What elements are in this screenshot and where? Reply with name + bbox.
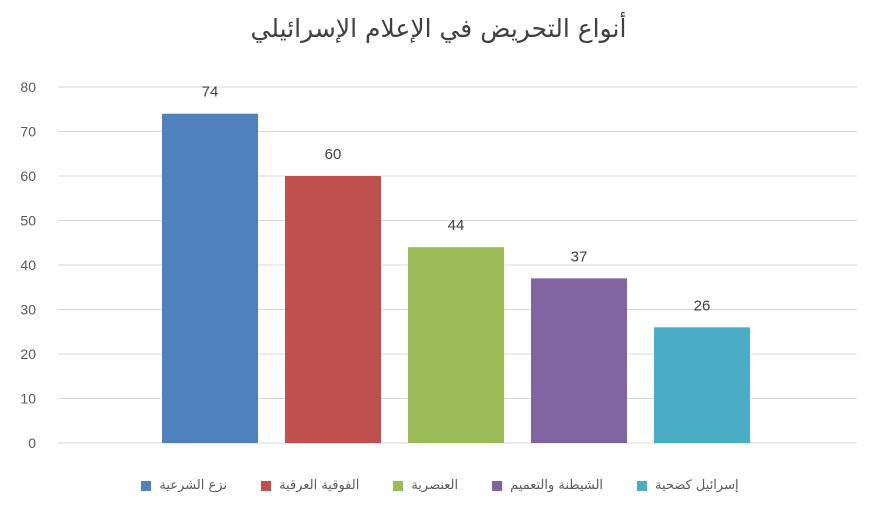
legend-label: الشيطنة والتعميم [510,478,604,493]
legend-swatch [492,480,503,491]
bar [408,247,504,443]
bar [162,113,258,443]
y-tick-label: 70 [20,124,36,140]
y-tick-label: 80 [20,79,36,95]
data-labels: 74 60 44 37 26 [202,84,711,315]
y-tick-label: 60 [20,168,36,184]
legend-label: إسرائيل كضحية [655,478,739,493]
legend: نزع الشرعية الفوقية العرقية العنصرية الشيطن… [60,478,820,493]
y-tick-label: 40 [20,257,36,273]
legend-swatch [141,480,152,491]
legend-swatch [393,480,404,491]
legend-label: الفوقية العرقية [279,478,360,493]
data-label: 44 [448,217,465,234]
chart-title: أنواع التحريض في الإعلام الإسرائيلي [250,14,627,43]
legend-item: العنصرية [393,478,458,493]
legend-label: العنصرية [411,478,459,493]
legend-item: الفوقية العرقية [261,478,359,493]
legend-item: إسرائيل كضحية [637,478,739,493]
bar [531,278,627,443]
y-tick-label: 50 [20,213,36,229]
y-tick-label: 0 [28,435,36,451]
legend-item: الشيطنة والتعميم [492,478,603,493]
y-axis-ticks: 0 10 20 30 40 50 60 70 80 [20,79,36,451]
legend-item: نزع الشرعية [141,478,227,493]
legend-label: نزع الشرعية [159,478,228,493]
data-label: 74 [202,84,219,101]
legend-swatch [637,480,648,491]
bars [162,113,750,443]
legend-swatch [261,480,272,491]
y-tick-label: 20 [20,346,36,362]
data-label: 60 [325,146,342,163]
bar [654,327,750,443]
y-tick-label: 10 [20,391,36,407]
y-tick-label: 30 [20,302,36,318]
data-label: 26 [694,297,711,314]
bar [285,176,381,443]
data-label: 37 [571,248,588,265]
